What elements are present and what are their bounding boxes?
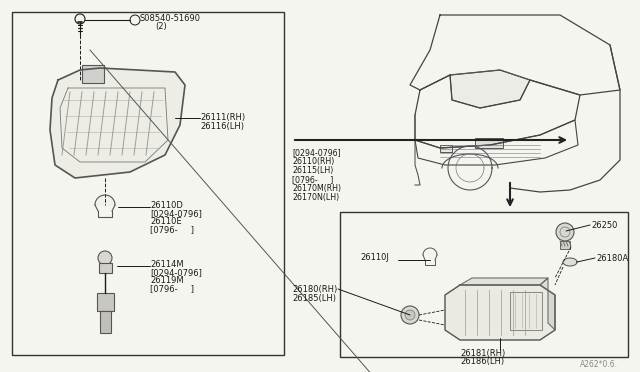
Polygon shape xyxy=(95,195,115,205)
Text: [0796-     ]: [0796- ] xyxy=(150,284,194,293)
Circle shape xyxy=(98,251,112,265)
Text: 26170M(RH): 26170M(RH) xyxy=(292,184,341,193)
Bar xyxy=(99,263,112,273)
Text: [0294-0796]: [0294-0796] xyxy=(150,209,202,218)
Text: 26110J: 26110J xyxy=(360,253,389,262)
Text: 26110E: 26110E xyxy=(150,217,182,226)
Text: 26170N(LH): 26170N(LH) xyxy=(292,193,339,202)
Text: [0294-0796]: [0294-0796] xyxy=(292,148,340,157)
Text: [0796-     ]: [0796- ] xyxy=(150,225,194,234)
Text: 26119M: 26119M xyxy=(150,276,184,285)
Polygon shape xyxy=(50,68,185,178)
Circle shape xyxy=(401,306,419,324)
Text: 26114M: 26114M xyxy=(150,260,184,269)
Bar xyxy=(97,293,114,311)
Circle shape xyxy=(556,223,574,241)
Bar xyxy=(100,311,111,333)
Text: 26110(RH): 26110(RH) xyxy=(292,157,334,166)
Bar xyxy=(12,12,284,355)
Text: (2): (2) xyxy=(155,22,167,31)
Bar xyxy=(440,145,452,152)
Text: 26180A: 26180A xyxy=(596,254,628,263)
Bar xyxy=(82,65,104,83)
Polygon shape xyxy=(540,278,555,330)
Bar xyxy=(560,241,570,249)
Polygon shape xyxy=(460,278,548,285)
Polygon shape xyxy=(445,285,555,340)
Bar xyxy=(510,292,542,330)
Bar xyxy=(340,212,628,357)
Text: 26111(RH): 26111(RH) xyxy=(200,113,245,122)
Text: A262*0.6.: A262*0.6. xyxy=(580,360,618,369)
Text: 26186(LH): 26186(LH) xyxy=(460,357,504,366)
Polygon shape xyxy=(563,258,577,266)
Bar xyxy=(475,138,503,148)
Text: S08540-51690: S08540-51690 xyxy=(140,14,201,23)
Text: 26180(RH): 26180(RH) xyxy=(292,285,337,294)
Text: 26250: 26250 xyxy=(591,221,618,230)
Text: [0294-0796]: [0294-0796] xyxy=(150,268,202,277)
Text: 26110D: 26110D xyxy=(150,201,183,210)
Text: 26116(LH): 26116(LH) xyxy=(200,122,244,131)
Text: 26185(LH): 26185(LH) xyxy=(292,294,336,303)
Text: 26181(RH): 26181(RH) xyxy=(460,349,505,358)
Polygon shape xyxy=(450,70,530,108)
Text: 26115(LH): 26115(LH) xyxy=(292,166,333,175)
Text: [0796-     ]: [0796- ] xyxy=(292,175,333,184)
Circle shape xyxy=(405,310,415,320)
